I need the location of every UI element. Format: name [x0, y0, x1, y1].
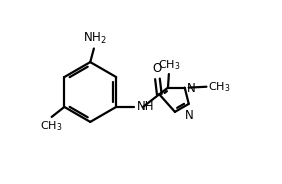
Text: NH: NH: [137, 100, 155, 114]
Text: NH$_2$: NH$_2$: [83, 31, 107, 46]
Text: CH$_3$: CH$_3$: [39, 120, 62, 133]
Text: N: N: [185, 109, 194, 122]
Text: CH$_3$: CH$_3$: [158, 58, 180, 72]
Text: O: O: [153, 62, 162, 75]
Text: CH$_3$: CH$_3$: [208, 80, 231, 94]
Text: N: N: [186, 82, 195, 95]
